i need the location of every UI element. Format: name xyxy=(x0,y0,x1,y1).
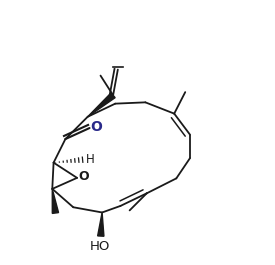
Polygon shape xyxy=(98,213,104,236)
Text: H: H xyxy=(86,153,94,166)
Polygon shape xyxy=(52,189,59,213)
Text: O: O xyxy=(79,170,89,183)
Text: HO: HO xyxy=(89,240,110,253)
Text: O: O xyxy=(91,120,103,134)
Polygon shape xyxy=(88,93,115,117)
